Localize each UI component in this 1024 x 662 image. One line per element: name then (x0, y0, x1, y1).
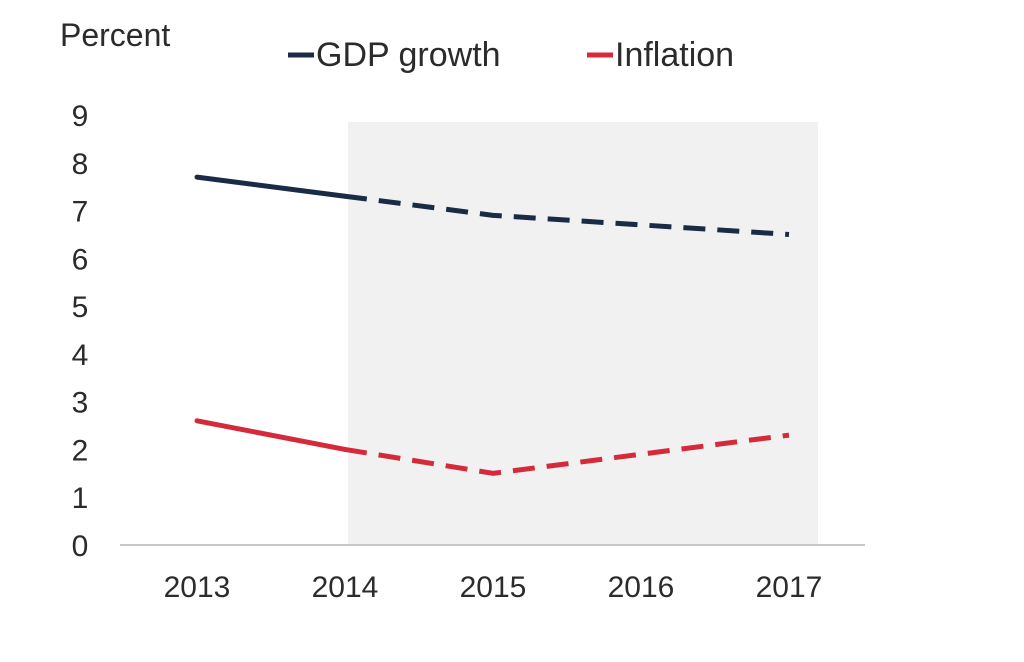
y-axis: 0 1 2 3 4 5 6 7 8 9 (72, 100, 89, 563)
series-line-actual (194, 418, 348, 452)
x-tick-label: 2013 (164, 571, 231, 604)
x-axis: 2013 2014 2015 2016 2017 (164, 571, 823, 604)
legend: GDP growth Inflation (288, 36, 734, 74)
x-tick-label: 2015 (460, 571, 527, 604)
x-tick-label: 2016 (608, 571, 675, 604)
x-tick-label: 2017 (756, 571, 823, 604)
series-group (194, 174, 790, 476)
y-tick-label: 3 (72, 387, 89, 420)
series-line-actual (194, 174, 348, 199)
y-tick-label: 1 (72, 482, 89, 515)
y-tick-label: 4 (72, 339, 89, 372)
y-tick-label: 2 (72, 434, 89, 467)
x-tick-label: 2014 (312, 571, 379, 604)
y-tick-label: 8 (72, 148, 89, 181)
y-tick-label: 6 (72, 243, 89, 276)
y-tick-label: 0 (72, 530, 89, 563)
legend-label: Inflation (615, 36, 734, 74)
y-axis-title: Percent (60, 17, 170, 53)
forecast-shaded-region (348, 122, 818, 545)
series-line-forecast (344, 432, 790, 476)
series-line-forecast (344, 193, 790, 237)
y-tick-label: 9 (72, 100, 89, 133)
y-tick-label: 5 (72, 291, 89, 324)
y-tick-label: 7 (72, 196, 89, 229)
legend-label: GDP growth (316, 36, 501, 74)
